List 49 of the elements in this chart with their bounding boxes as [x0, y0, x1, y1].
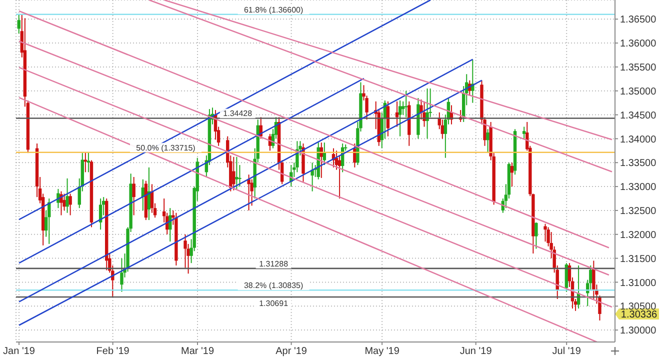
ref-line-label: 1.31288 [259, 259, 289, 268]
candlestick [592, 260, 596, 300]
x-tick-label: May '19 [364, 346, 400, 358]
y-tick-label: 1.32000 [620, 230, 657, 241]
candlestick [544, 223, 547, 242]
y-tick-label: 1.30000 [620, 326, 657, 337]
y-tick-label: 1.34500 [620, 110, 657, 122]
candlestick [235, 156, 238, 190]
candlestick [60, 190, 63, 216]
x-tick-label: Mar '19 [180, 346, 214, 358]
candlestick [68, 193, 72, 216]
candlestick [86, 152, 90, 173]
candlestick [486, 128, 490, 154]
ref-line-label: 50.0% (1.33715) [136, 143, 196, 152]
candlestick [66, 178, 69, 214]
y-tick-label: 1.35500 [620, 62, 657, 74]
x-tick-label: Jul '19 [552, 346, 582, 358]
candlestick [17, 14, 20, 34]
y-tick-label: 1.32500 [620, 206, 657, 218]
candlestick [534, 222, 538, 250]
candlestick [62, 193, 66, 211]
candlestick [471, 59, 474, 104]
ref-line-label: 1.30691 [259, 298, 289, 308]
y-tick-label: 1.36500 [620, 14, 657, 26]
text: 1.30336 [620, 309, 658, 320]
y-tick-label: 1.31000 [620, 278, 657, 289]
candlestick [132, 176, 136, 216]
y-tick-label: 1.36000 [620, 38, 657, 50]
y-tick-label: 1.31500 [620, 254, 657, 265]
x-tick-label: Jun '19 [460, 346, 492, 358]
y-tick-label: 1.33000 [620, 182, 657, 194]
candlestick [404, 90, 408, 118]
candlestick [522, 126, 526, 140]
ref-line-label: 1.34428 [223, 109, 253, 118]
x-tick-label: Apr '19 [276, 346, 308, 358]
candlestick [338, 154, 342, 200]
candlestick [238, 164, 242, 188]
candlestick [232, 156, 236, 191]
y-tick-label: 1.33500 [620, 158, 657, 170]
candlestick [398, 100, 402, 137]
candlestick [250, 178, 254, 206]
x-tick-label: Feb '19 [96, 346, 130, 358]
y-tick-label: 1.34000 [620, 134, 657, 146]
x-tick-label: Jan '19 [3, 346, 36, 358]
y-tick-label: 1.35000 [620, 86, 657, 98]
candlestick [120, 258, 124, 292]
ref-line-label: 61.8% (1.36600) [244, 5, 304, 14]
ref-line-label: 38.2% (1.30835) [244, 281, 304, 290]
candlestick [510, 162, 514, 188]
